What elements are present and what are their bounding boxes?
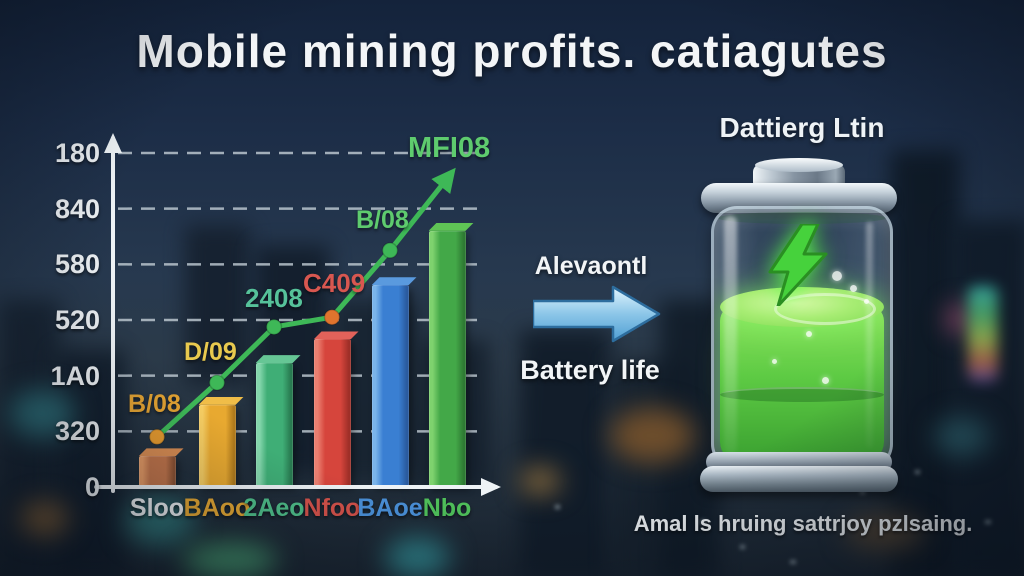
- y-axis-tick-label: 840: [54, 193, 100, 224]
- line-annotation: C409: [303, 268, 366, 298]
- bubble: [772, 359, 777, 364]
- battery-liquid: [720, 305, 884, 462]
- line-annotation: D/09: [184, 338, 237, 366]
- bokeh-light: [520, 468, 560, 494]
- glass-highlight: [866, 222, 873, 448]
- glass-inner-reflection: [718, 212, 886, 224]
- battery-life-label: Battery life: [520, 355, 660, 385]
- y-axis-tick-label: 180: [54, 138, 100, 168]
- line-annotation: MFI08: [408, 132, 491, 164]
- bokeh-light: [935, 418, 990, 456]
- window-light: [790, 560, 796, 564]
- bar: [371, 285, 409, 486]
- x-axis-category-label: Nbo: [422, 494, 472, 522]
- battery-base: [700, 466, 898, 492]
- bubble: [850, 285, 857, 292]
- bar-top-face: [429, 223, 474, 231]
- y-axis-tick-label: 580: [54, 249, 100, 280]
- bokeh-light: [610, 408, 695, 463]
- bubble: [822, 377, 829, 384]
- bokeh-light: [385, 538, 450, 576]
- glass-highlight: [724, 216, 737, 454]
- window-light: [555, 505, 560, 509]
- bar: [255, 363, 293, 486]
- page-title: Mobile mining profits. catiagutes: [136, 25, 888, 77]
- bar-top-face: [139, 448, 184, 456]
- bar: [138, 456, 176, 486]
- bar: [428, 230, 466, 486]
- window-light: [915, 470, 920, 474]
- y-axis-tick-label: 0: [84, 472, 100, 502]
- data-point: [148, 428, 166, 446]
- battery-cell-divider: [720, 387, 884, 402]
- lightning-bolt-icon: [768, 224, 828, 306]
- line-annotation: B/08: [356, 206, 409, 234]
- bottom-caption: Amal ls hruing sattrjoy pzlsaing.: [633, 511, 973, 536]
- bar-top-face: [199, 397, 244, 405]
- bar: [313, 339, 351, 486]
- right-arrow-icon: [533, 285, 661, 343]
- battery-title: Dattierg Ltin: [719, 112, 885, 143]
- bar-top-face: [372, 277, 417, 285]
- line-annotation: 2408: [245, 283, 303, 313]
- neon-building-light: [968, 286, 998, 382]
- bubble: [806, 331, 812, 337]
- battery-terminal-top: [755, 158, 843, 172]
- bubble: [832, 271, 842, 281]
- window-light: [740, 545, 745, 549]
- bokeh-light: [20, 502, 68, 536]
- line-annotation: B/08: [128, 390, 181, 418]
- y-axis-tick-label: 520: [54, 305, 100, 335]
- data-point: [381, 242, 399, 259]
- bar: [198, 404, 236, 486]
- y-axis-tick-label: 1A0: [50, 360, 100, 391]
- middle-top-label: Alevaontl: [534, 252, 648, 280]
- y-axis-tick-label: 320: [54, 416, 100, 447]
- bokeh-light: [182, 543, 277, 576]
